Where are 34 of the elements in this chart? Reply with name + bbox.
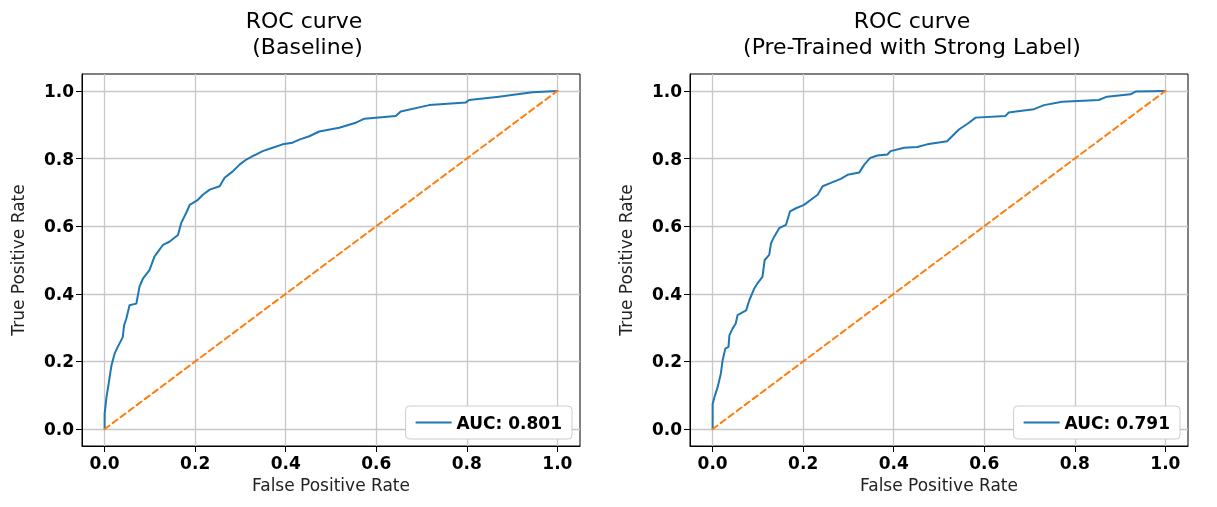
x-tick-label: 0.8 — [451, 452, 482, 473]
y-tick-label: 1.0 — [43, 80, 75, 101]
y-axis-title: True Positive Rate — [615, 184, 636, 337]
x-tick-label: 0.4 — [270, 452, 301, 473]
x-axis-title: False Positive Rate — [252, 474, 410, 495]
legend-label: AUC: 0.801 — [456, 412, 562, 433]
y-tick-label: 0.8 — [43, 148, 74, 169]
x-tick-label: 0.2 — [788, 452, 819, 473]
x-tick-label: 0.0 — [697, 452, 728, 473]
y-tick-label: 0.0 — [43, 419, 75, 440]
x-tick-label: 0.6 — [969, 452, 1000, 473]
chart-title: ROC curve (Pre-Trained with Strong Label) — [743, 7, 1081, 59]
y-tick-label: 0.4 — [651, 283, 683, 304]
x-tick-label: 1.0 — [542, 452, 573, 473]
line-series — [711, 89, 1167, 431]
x-tick-label: 0.4 — [878, 452, 909, 473]
line-series — [103, 89, 559, 431]
y-tick-label: 0.6 — [651, 216, 682, 237]
x-tick-label: 1.0 — [1150, 452, 1181, 473]
legend-label: AUC: 0.791 — [1064, 412, 1170, 433]
y-tick-label: 0.0 — [651, 419, 683, 440]
x-tick-label: 0.2 — [180, 452, 211, 473]
y-axis-title: True Positive Rate — [7, 184, 28, 337]
y-tick-label: 0.6 — [43, 216, 74, 237]
x-tick-label: 0.8 — [1059, 452, 1090, 473]
y-tick-label: 1.0 — [651, 80, 683, 101]
x-axis-title: False Positive Rate — [860, 474, 1018, 495]
y-tick-label: 0.2 — [651, 351, 682, 372]
x-tick-label: 0.0 — [89, 452, 120, 473]
chart-title: ROC curve (Baseline) — [245, 7, 363, 59]
y-tick-label: 0.4 — [43, 283, 75, 304]
x-tick-label: 0.6 — [361, 452, 392, 473]
y-tick-label: 0.2 — [43, 351, 74, 372]
y-tick-label: 0.8 — [651, 148, 682, 169]
